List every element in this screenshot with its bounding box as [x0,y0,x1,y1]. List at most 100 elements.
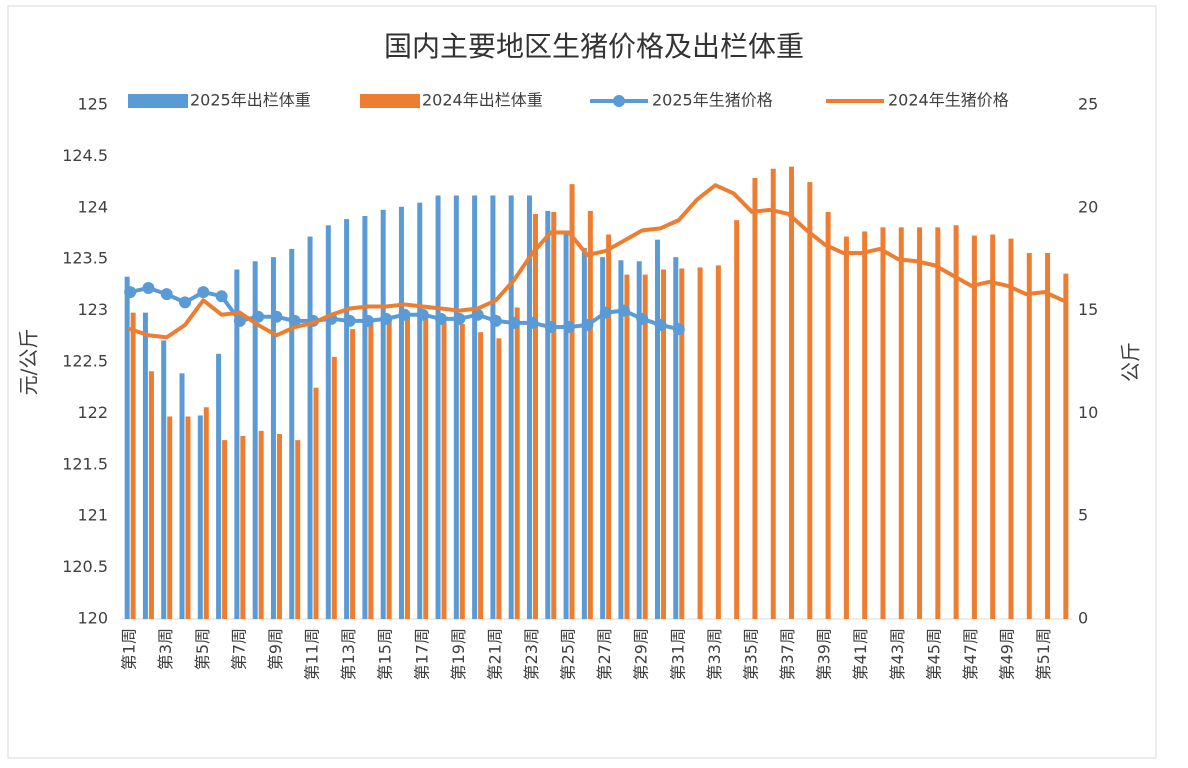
bar [276,433,282,619]
x-tick-label: 第25周 [559,628,578,680]
x-tick-label: 第37周 [778,628,797,680]
bar [496,338,502,619]
bar [715,265,721,619]
legend-label: 2024年生猪价格 [888,91,1009,110]
x-tick-label: 第11周 [303,628,322,680]
bar [252,261,258,619]
bar [167,416,173,619]
y2-tick-label: 25 [1078,95,1098,114]
bar [472,195,478,620]
bar [161,340,167,619]
y-tick-label: 123.5 [62,249,108,268]
legend-marker [613,95,625,107]
bar [917,227,923,619]
bar [490,195,496,620]
point [617,304,630,317]
point [563,321,576,334]
bar [216,353,222,619]
bar [325,225,331,619]
x-tick-label: 第21周 [485,628,504,680]
y-tick-label: 121.5 [62,454,108,473]
point [270,310,283,323]
point [398,308,411,321]
legend-swatch [360,94,420,108]
bar [642,274,648,619]
bar [679,268,685,619]
bar [441,321,447,619]
x-tick-label: 第17周 [412,628,431,680]
bar [807,182,813,619]
bar [404,316,410,619]
legend-label: 2025年生猪价格 [652,91,773,110]
chart-title: 国内主要地区生猪价格及出栏体重 [384,30,804,63]
legend-label: 2025年出栏体重 [190,91,311,110]
y-tick-label: 120.5 [62,557,108,576]
bar [130,312,136,619]
y-tick-label: 122 [77,403,108,422]
bar [935,227,941,619]
x-tick-label: 第41周 [851,628,870,680]
bar [295,440,301,619]
bar [587,210,593,619]
x-tick-label: 第33周 [705,628,724,680]
x-tick-label: 第1周 [120,628,139,670]
y-tick-label: 124.5 [62,146,108,165]
bar [770,168,776,619]
bar [880,227,886,619]
bar [234,269,240,619]
bar [569,184,575,619]
bar [386,316,392,619]
point [233,314,246,327]
y2-tick-label: 5 [1078,506,1088,525]
x-tick-label: 第45周 [924,628,943,680]
point [526,316,539,329]
point [471,308,484,321]
bar [661,269,667,619]
x-tick-label: 第9周 [266,628,285,670]
bar [350,329,356,619]
bar [435,195,441,620]
point [142,281,155,294]
point [179,296,192,309]
bar [423,317,429,619]
bar [697,267,703,619]
bar [344,219,350,619]
bar [752,177,758,619]
bar [1063,273,1069,619]
point [435,312,448,325]
bar [843,236,849,620]
bar [270,257,276,619]
bar [307,236,313,620]
bar [258,430,264,619]
bar [142,312,148,619]
bar [362,216,368,620]
bar [526,195,532,620]
bar [197,415,203,619]
bar [368,321,374,619]
legend-swatch [128,94,188,108]
x-tick-label: 第31周 [668,628,687,680]
bar [148,371,154,619]
bar [1045,253,1051,620]
bar [825,211,831,620]
point [489,314,502,327]
bar [459,323,465,619]
bar [545,210,551,619]
y-tick-label: 123 [77,300,108,319]
x-tick-label: 第7周 [229,628,248,670]
x-tick-label: 第49周 [997,628,1016,680]
bar [862,231,868,619]
bar [289,248,295,620]
x-tick-label: 第47周 [961,628,980,680]
bar [673,257,679,619]
y2-tick-label: 0 [1078,609,1088,628]
bar [179,373,185,619]
bar [508,195,514,620]
point [453,312,466,325]
chart-border [7,5,1157,759]
y-tick-label: 125 [77,95,108,114]
bar [453,195,459,620]
bar [478,332,484,619]
x-tick-label: 第43周 [888,628,907,680]
